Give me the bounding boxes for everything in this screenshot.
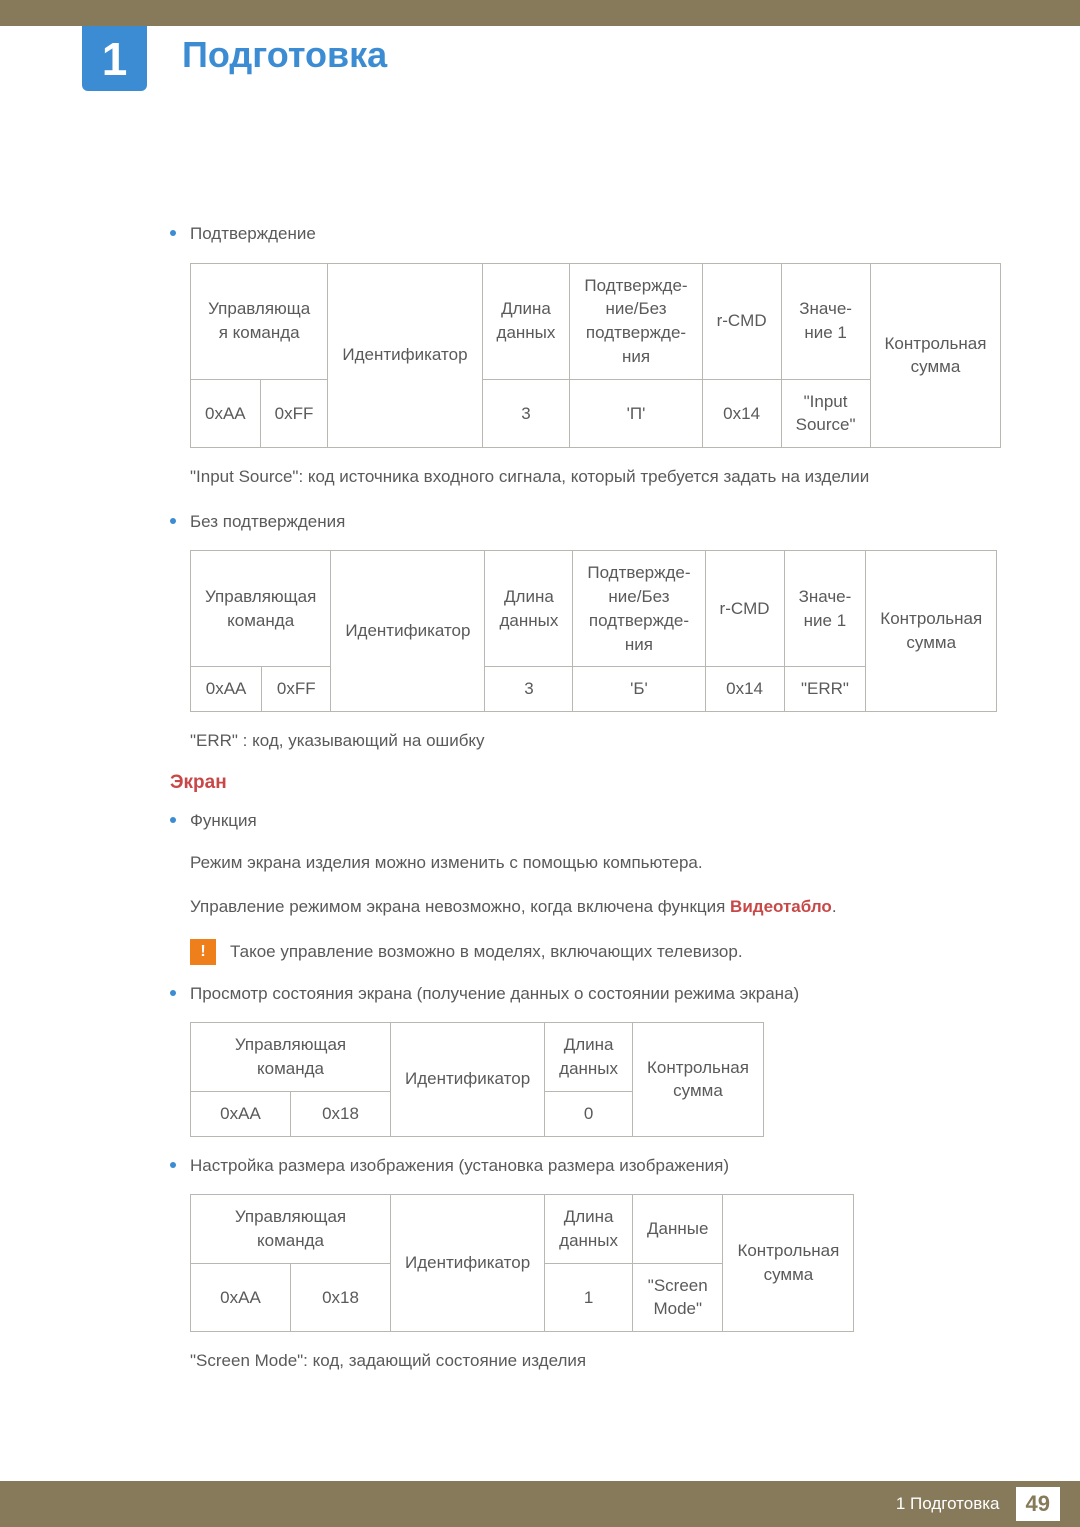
chapter-badge: 1 [82,26,147,91]
t3h1: Управляющая команда [191,1023,391,1092]
t1h7: Контрольная сумма [870,263,1001,448]
t2h2: Идентификатор [331,551,485,712]
t1h6: Значе- ние 1 [781,263,870,379]
func-warn-suffix: . [832,897,837,916]
t4h4: Данные [633,1195,723,1264]
t1h2: Идентификатор [328,263,482,448]
t4r1b: 0x18 [291,1263,391,1332]
table-set-size: Управляющая команда Идентификатор Длина … [190,1194,854,1332]
t3r1b: 0x18 [291,1091,391,1136]
t1r1b: 0xFF [260,379,328,448]
t2r4: 'Б' [573,667,705,712]
t1r5: 0x14 [702,379,781,448]
t3h2: Идентификатор [391,1023,545,1136]
t1h4: Подтвержде- ние/Без подтвержде- ния [570,263,702,379]
t2r3: 3 [485,667,573,712]
t2h6: Значе- ние 1 [784,551,866,667]
bullet-no-confirmation: Без подтверждения [170,509,1004,535]
t4h5: Контрольная сумма [723,1195,854,1332]
t1r3: 3 [482,379,570,448]
t1h3: Длина данных [482,263,570,379]
t4r3: 1 [545,1263,633,1332]
func-warn-prefix: Управление режимом экрана невозможно, ко… [190,897,730,916]
t1r1a: 0xAA [191,379,261,448]
input-source-desc: "Input Source": код источника входного с… [190,464,1004,490]
t1r4: 'П' [570,379,702,448]
chapter-title: Подготовка [182,34,387,76]
warning-icon: ! [190,939,216,965]
t4h3: Длина данных [545,1195,633,1264]
t3r3: 0 [545,1091,633,1136]
t2r1b: 0xFF [262,667,331,712]
footer-label: 1 Подготовка [896,1494,1000,1514]
footer: 1 Подготовка 49 [0,1481,1080,1527]
table-no-confirmation: Управляющая команда Идентификатор Длина … [190,550,997,712]
t1r6: "Input Source" [781,379,870,448]
note-text: Такое управление возможно в моделях, вкл… [230,942,743,962]
err-desc: "ERR" : код, указывающий на ошибку [190,728,1004,754]
t1h1: Управляюща я команда [191,263,328,379]
t4r4: "Screen Mode" [633,1263,723,1332]
table-confirmation: Управляюща я команда Идентификатор Длина… [190,263,1001,449]
t2h7: Контрольная сумма [866,551,997,712]
t4r1a: 0xAA [191,1263,291,1332]
t3h4: Контрольная сумма [633,1023,764,1136]
func-desc: Режим экрана изделия можно изменить с по… [190,850,1004,876]
page-content: Подтверждение Управляюща я команда Идент… [0,26,1080,1433]
page-number: 49 [1016,1487,1060,1521]
bullet-function: Функция [170,808,1004,834]
note-box: ! Такое управление возможно в моделях, в… [190,939,1004,965]
top-bar [0,0,1080,26]
func-warn-bold: Видеотабло [730,897,832,916]
bullet-set-size: Настройка размера изображения (установка… [170,1153,1004,1179]
bullet-view-status: Просмотр состояния экрана (получение дан… [170,981,1004,1007]
t2h5: r-CMD [705,551,784,667]
chapter-number: 1 [102,32,128,86]
bullet-confirmation: Подтверждение [170,221,1004,247]
t3r1a: 0xAA [191,1091,291,1136]
table-view-status: Управляющая команда Идентификатор Длина … [190,1022,764,1136]
t1h5: r-CMD [702,263,781,379]
screen-mode-desc: "Screen Mode": код, задающий состояние и… [190,1348,1004,1374]
t4h1: Управляющая команда [191,1195,391,1264]
t2h3: Длина данных [485,551,573,667]
t2r6: "ERR" [784,667,866,712]
t2r5: 0x14 [705,667,784,712]
func-warn: Управление режимом экрана невозможно, ко… [190,894,1004,920]
t3h3: Длина данных [545,1023,633,1092]
t2h4: Подтвержде- ние/Без подтвержде- ния [573,551,705,667]
t4h2: Идентификатор [391,1195,545,1332]
t2r1a: 0xAA [191,667,262,712]
t2h1: Управляющая команда [191,551,331,667]
section-screen: Экран [170,772,1004,794]
